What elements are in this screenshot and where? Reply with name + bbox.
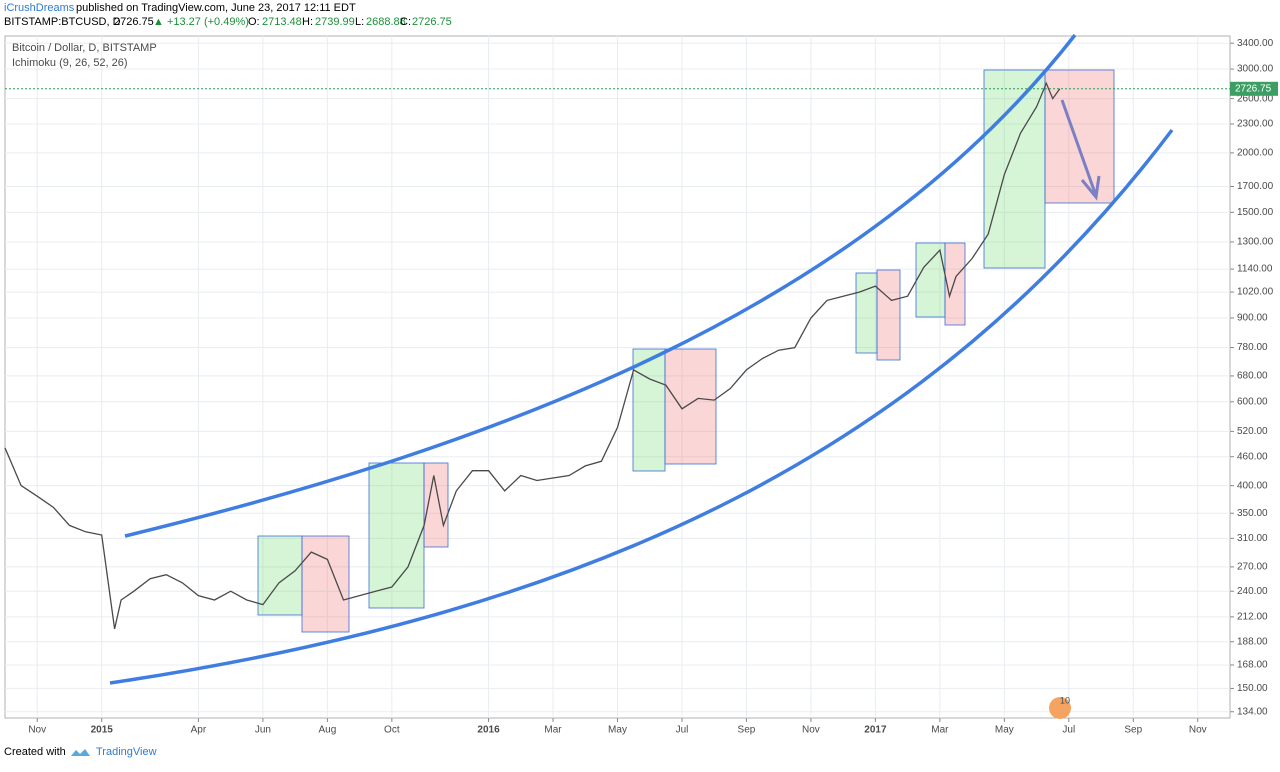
x-tick-label: Sep [738,725,756,736]
y-tick-label: 460.00 [1237,451,1268,462]
y-tick-label: 900.00 [1237,313,1268,324]
footer-brand[interactable]: TradingView [96,746,157,758]
box [632,348,666,472]
x-tick-label: Oct [384,725,400,736]
y-tick-label: 270.00 [1237,562,1268,573]
y-tick-label: 240.00 [1237,586,1268,597]
y-tick-label: 2000.00 [1237,148,1274,159]
upper-channel [124,33,1077,538]
x-tick-label: Jun [255,725,271,736]
y-tick-label: 1700.00 [1237,181,1274,192]
series [4,81,1061,630]
y-tick-label: 212.00 [1237,612,1268,623]
x-tick-label: 2017 [864,725,887,736]
box [855,272,878,354]
y-tick-label: 188.00 [1237,636,1268,647]
box [944,242,966,326]
low-label: L: [355,16,364,28]
symbol: BITSTAMP:BTCUSD, D [4,16,121,28]
x-tick-label: Jul [1062,725,1075,736]
y-tick-label: 400.00 [1237,480,1268,491]
box [368,462,425,609]
x-tick-label: Sep [1124,725,1142,736]
box [983,69,1046,269]
x-tick-label: May [608,725,627,736]
x-tick-label: 2015 [91,725,114,736]
author[interactable]: iCrushDreams [4,2,75,14]
published: published on TradingView.com, June 23, 2… [76,2,356,14]
y-tick-label: 1500.00 [1237,207,1274,218]
close: 2726.75 [412,16,452,28]
open-label: O: [248,16,260,28]
x-tick-label: Jul [676,725,689,736]
y-tick-label: 1140.00 [1237,264,1273,275]
y-tick-label: 350.00 [1237,508,1268,519]
last-price-label: 2726.75 [1235,83,1272,94]
box [876,269,901,361]
y-tick-label: 168.00 [1237,660,1268,671]
high: 2739.99 [315,16,355,28]
x-tick-label: Mar [544,725,562,736]
x-tick-label: Apr [191,725,207,736]
close-label: C: [400,16,411,28]
price: 2726.75 [114,16,154,28]
arrow [1060,99,1101,201]
box [301,535,350,633]
y-tick-label: 520.00 [1237,426,1268,437]
x-tick-label: Mar [931,725,949,736]
logo [71,749,90,756]
y-tick-label: 3400.00 [1237,38,1274,49]
y-tick-label: 1020.00 [1237,287,1274,298]
x-tick-label: Nov [1189,725,1207,736]
y-tick-label: 3000.00 [1237,64,1274,75]
footer-created: Created with [4,746,66,758]
box [915,242,946,318]
y-tick-label: 600.00 [1237,396,1268,407]
high-label: H: [302,16,313,28]
price-line [4,81,1061,630]
arrow-head [1080,175,1101,201]
y-tick-label: 1300.00 [1237,237,1274,248]
box [1044,69,1115,204]
x-tick-label: Nov [802,725,820,736]
badge-icon[interactable] [1049,697,1071,719]
badge: 10 [1060,695,1070,705]
y-tick-label: 310.00 [1237,533,1268,544]
y-tick-label: 780.00 [1237,342,1268,353]
x-tick-label: Aug [318,725,336,736]
change: ▲ +13.27 (+0.49%) [153,16,249,28]
chart-subtitle: Ichimoku (9, 26, 52, 26) [12,57,128,69]
x-tick-label: 2016 [477,725,500,736]
y-tick-label: 680.00 [1237,371,1268,382]
x-tick-label: Nov [28,725,46,736]
y-tick-label: 2600.00 [1237,93,1274,104]
y-tick-label: 2300.00 [1237,119,1274,130]
box [664,348,717,465]
x-tick-label: May [995,725,1014,736]
last-price-tag [1230,81,1278,96]
boxes [257,69,1115,633]
arrow-shaft [1060,99,1097,194]
low: 2688.88 [366,16,406,28]
chart-title: Bitcoin / Dollar, D, BITSTAMP [12,42,157,54]
y-tick-label: 150.00 [1237,683,1268,694]
lower-channel [109,128,1174,685]
open: 2713.48 [262,16,302,28]
y-tick-label: 134.00 [1237,706,1268,717]
